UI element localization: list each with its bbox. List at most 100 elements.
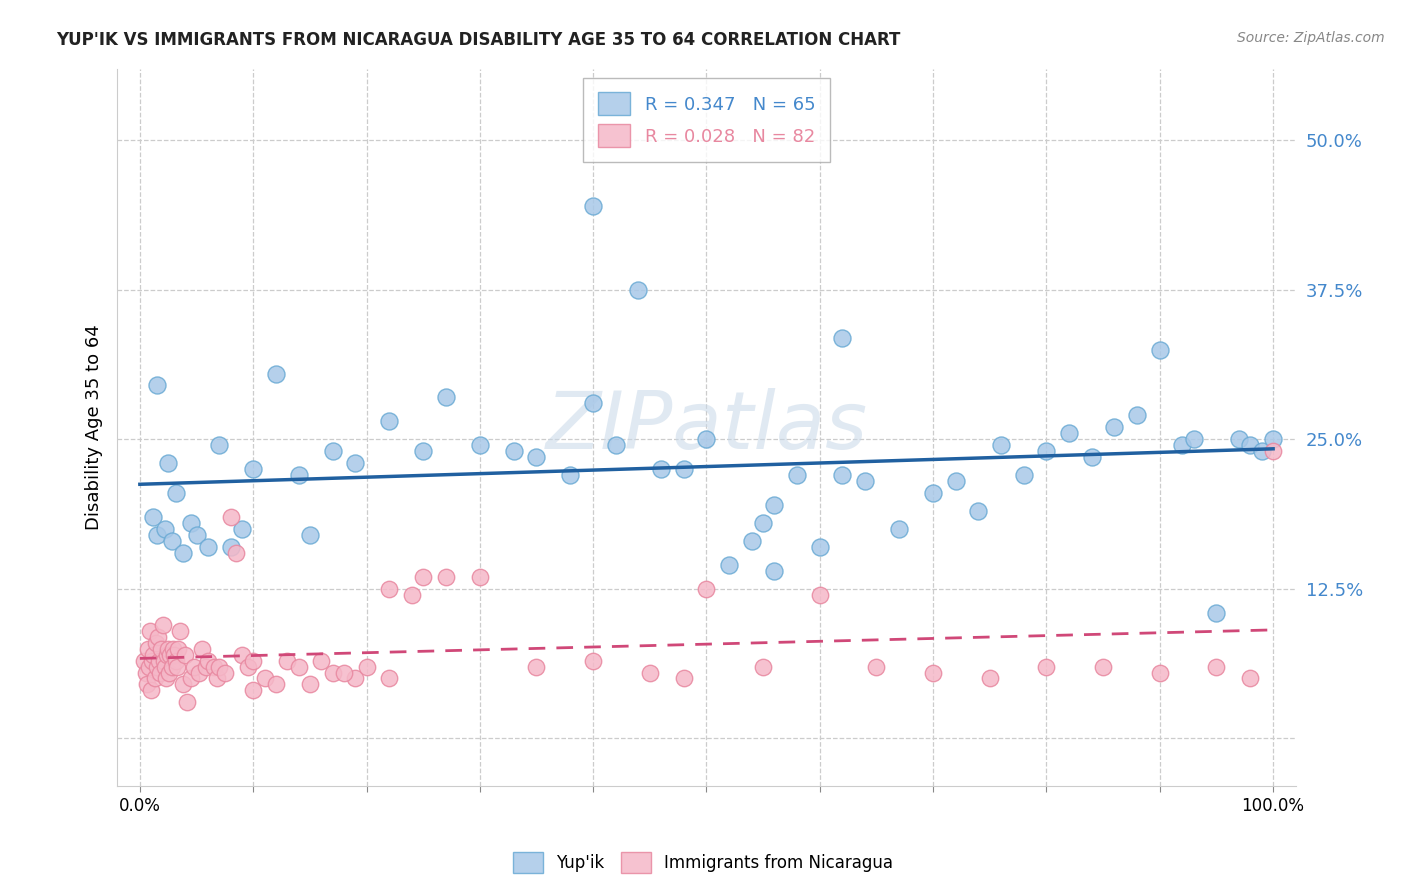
Point — [1205, 659, 1227, 673]
Point — [146, 630, 169, 644]
Point — [922, 486, 945, 500]
Point — [468, 438, 491, 452]
Point — [219, 510, 242, 524]
Point — [202, 659, 225, 673]
Point — [153, 659, 176, 673]
Point — [831, 331, 853, 345]
Point — [1250, 444, 1272, 458]
Point — [166, 659, 188, 673]
Point — [136, 641, 159, 656]
Point — [526, 659, 548, 673]
Point — [194, 659, 217, 673]
Point — [434, 570, 457, 584]
Point — [967, 504, 990, 518]
Point — [752, 516, 775, 530]
Point — [146, 528, 169, 542]
Point — [344, 456, 367, 470]
Point — [139, 624, 162, 638]
Point — [146, 659, 169, 673]
Point — [145, 635, 167, 649]
Point — [183, 659, 205, 673]
Point — [1149, 343, 1171, 357]
Point — [231, 522, 253, 536]
Point — [502, 444, 524, 458]
Point — [1092, 659, 1115, 673]
Point — [225, 546, 247, 560]
Point — [695, 582, 717, 596]
Point — [1035, 444, 1057, 458]
Point — [163, 648, 186, 662]
Point — [560, 468, 582, 483]
Point — [763, 564, 786, 578]
Point — [718, 558, 741, 572]
Point — [156, 648, 179, 662]
Point — [412, 444, 434, 458]
Point — [287, 659, 309, 673]
Point — [205, 672, 228, 686]
Point — [1239, 438, 1261, 452]
Point — [143, 672, 166, 686]
Point — [741, 533, 763, 548]
Point — [172, 546, 194, 560]
Point — [605, 438, 627, 452]
Point — [264, 367, 287, 381]
Point — [752, 659, 775, 673]
Point — [157, 641, 180, 656]
Point — [1261, 432, 1284, 446]
Point — [378, 582, 401, 596]
Point — [1239, 672, 1261, 686]
Point — [922, 665, 945, 680]
Point — [186, 528, 208, 542]
Point — [208, 659, 231, 673]
Point — [412, 570, 434, 584]
Point — [287, 468, 309, 483]
Point — [208, 438, 231, 452]
Point — [468, 570, 491, 584]
Point — [1149, 665, 1171, 680]
Point — [889, 522, 911, 536]
Point — [853, 474, 876, 488]
Point — [157, 665, 180, 680]
Point — [945, 474, 967, 488]
Point — [149, 665, 172, 680]
Point — [142, 648, 165, 662]
Text: YUP'IK VS IMMIGRANTS FROM NICARAGUA DISABILITY AGE 35 TO 64 CORRELATION CHART: YUP'IK VS IMMIGRANTS FROM NICARAGUA DISA… — [56, 31, 901, 49]
Point — [1261, 444, 1284, 458]
Point — [236, 659, 259, 673]
Point — [1182, 432, 1205, 446]
Point — [831, 468, 853, 483]
Point — [1081, 450, 1104, 465]
Point — [582, 396, 605, 410]
Point — [219, 540, 242, 554]
Point — [990, 438, 1012, 452]
Point — [231, 648, 253, 662]
Point — [167, 641, 190, 656]
Point — [159, 648, 181, 662]
Point — [356, 659, 378, 673]
Point — [264, 677, 287, 691]
Point — [298, 528, 321, 542]
Point — [172, 677, 194, 691]
Point — [187, 665, 209, 680]
Point — [1035, 659, 1057, 673]
Point — [141, 683, 163, 698]
Point — [1126, 409, 1149, 423]
Point — [1057, 426, 1080, 441]
Point — [1104, 420, 1126, 434]
Point — [141, 654, 163, 668]
Point — [333, 665, 356, 680]
Point — [155, 672, 177, 686]
Point — [378, 414, 401, 428]
Point — [169, 624, 191, 638]
Point — [638, 665, 661, 680]
Point — [197, 654, 219, 668]
Point — [180, 516, 202, 530]
Point — [434, 391, 457, 405]
Point — [134, 654, 156, 668]
Point — [242, 683, 264, 698]
Point — [763, 498, 786, 512]
Point — [808, 540, 831, 554]
Point — [165, 654, 187, 668]
Point — [344, 672, 367, 686]
Point — [378, 672, 401, 686]
